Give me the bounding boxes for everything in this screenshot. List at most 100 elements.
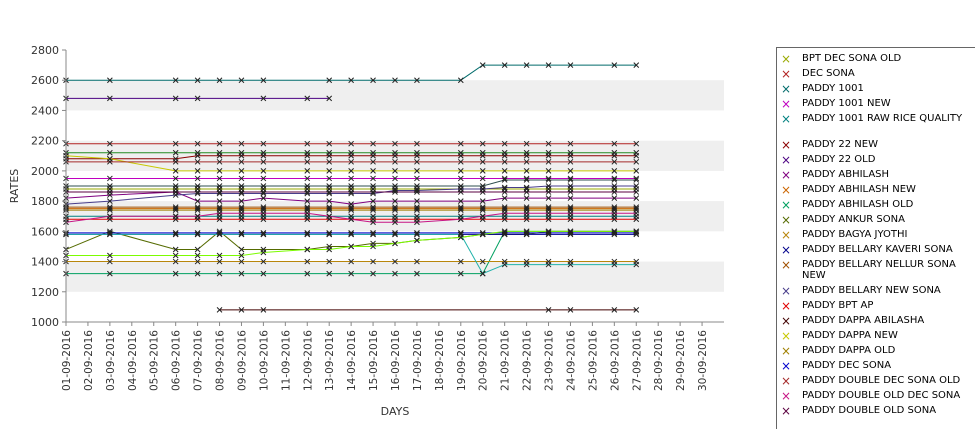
- data-point: [567, 183, 574, 189]
- data-point: [238, 189, 245, 195]
- data-point: [348, 168, 354, 174]
- data-point: [414, 140, 420, 147]
- data-point: [194, 175, 201, 182]
- data-point: [194, 95, 201, 102]
- data-point: [304, 246, 311, 253]
- data-point: [611, 307, 618, 313]
- data-point: [523, 216, 530, 223]
- data-point: [326, 198, 333, 204]
- data-point: [194, 189, 201, 195]
- data-point: [392, 187, 398, 194]
- legend-marker: ×: [781, 168, 792, 182]
- data-point: [216, 270, 223, 277]
- data-point: [633, 216, 640, 223]
- data-point: [326, 95, 333, 102]
- grid-band: [66, 261, 724, 292]
- data-point: [545, 229, 552, 236]
- data-point: [523, 229, 530, 236]
- legend-item: × PADDY 22 NEW: [777, 139, 975, 151]
- data-point: [172, 189, 179, 195]
- data-point: [414, 270, 420, 277]
- data-point: [414, 207, 420, 214]
- data-point: [567, 205, 574, 212]
- data-point: [348, 175, 354, 182]
- data-point: [567, 189, 574, 195]
- data-point: [326, 175, 333, 182]
- data-point: [545, 183, 552, 189]
- legend-label: PADDY ANKUR SONA: [802, 214, 905, 225]
- x-tick-label: 21-09-2016: [500, 330, 512, 391]
- legend-item: × PADDY ABHILASH OLD: [777, 199, 975, 211]
- data-point: [567, 228, 574, 235]
- data-point: [479, 205, 486, 212]
- legend-marker: ×: [781, 359, 792, 373]
- x-tick-label: 02-09-2016: [83, 330, 95, 391]
- data-point: [172, 205, 179, 212]
- legend-item: × PADDY BELLARY NEW SONA: [777, 285, 975, 297]
- data-point: [479, 258, 486, 265]
- data-point: [457, 158, 464, 165]
- data-point: [501, 177, 508, 183]
- data-point: [392, 158, 398, 165]
- data-point: [567, 216, 574, 223]
- legend-marker: ×: [781, 112, 792, 126]
- legend-label: PADDY 1001: [802, 83, 864, 94]
- data-point: [633, 177, 640, 183]
- data-point: [194, 168, 201, 174]
- data-point: [479, 189, 486, 195]
- data-point: [107, 158, 113, 165]
- data-point: [304, 190, 311, 197]
- series-line: [66, 64, 637, 81]
- data-point: [545, 228, 552, 235]
- data-point: [194, 198, 201, 204]
- data-point: [414, 168, 420, 174]
- data-point: [107, 229, 113, 236]
- data-point: [172, 207, 179, 214]
- data-point: [414, 187, 420, 194]
- data-point: [501, 149, 508, 156]
- y-tick-label: 1600: [31, 225, 59, 238]
- data-point: [260, 95, 267, 102]
- data-point: [457, 207, 464, 214]
- data-point: [633, 189, 640, 195]
- data-point: [370, 175, 376, 182]
- legend-item: × PADDY 22 OLD: [777, 154, 975, 166]
- data-point: [326, 158, 333, 165]
- data-point: [501, 229, 508, 236]
- legend-label: PADDY DEC SONA: [802, 360, 892, 371]
- data-point: [172, 231, 179, 238]
- y-tick-label: 2000: [31, 165, 59, 178]
- data-point: [194, 190, 201, 197]
- y-tick-label: 2800: [31, 44, 59, 57]
- data-point: [545, 140, 552, 147]
- legend-marker: ×: [781, 82, 792, 96]
- data-point: [172, 252, 179, 259]
- data-point: [370, 229, 376, 236]
- legend-item: × PADDY DOUBLE OLD DEC SONA: [777, 390, 975, 402]
- data-point: [260, 229, 267, 236]
- y-axis-title: RATES: [8, 169, 21, 204]
- data-point: [523, 149, 530, 156]
- data-point: [545, 307, 552, 313]
- data-point: [370, 205, 376, 212]
- data-point: [567, 158, 574, 165]
- data-point: [194, 258, 201, 265]
- data-point: [392, 140, 398, 147]
- data-point: [392, 205, 398, 212]
- legend-label: PADDY DAPPA OLD: [802, 345, 896, 356]
- data-point: [194, 207, 201, 214]
- data-point: [523, 62, 530, 68]
- data-point: [414, 175, 420, 182]
- data-point: [633, 158, 640, 165]
- data-point: [260, 158, 267, 165]
- data-point: [545, 189, 552, 195]
- data-point: [216, 77, 223, 84]
- y-tick-label: 2600: [31, 74, 59, 87]
- legend-item: × PADDY BELLARY NELLUR SONA NEW: [777, 259, 975, 281]
- data-point: [479, 270, 486, 277]
- data-point: [370, 219, 376, 226]
- data-point: [457, 175, 464, 182]
- data-point: [392, 258, 398, 265]
- data-point: [370, 270, 376, 277]
- data-point: [326, 246, 333, 253]
